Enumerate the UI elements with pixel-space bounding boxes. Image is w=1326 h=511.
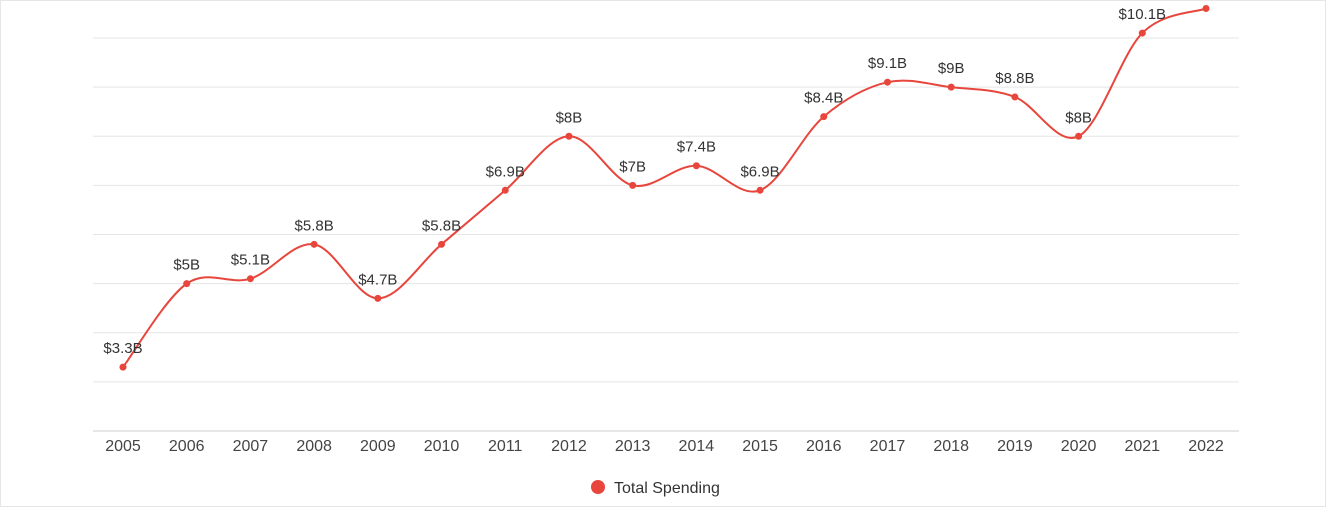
data-label: $5B — [173, 257, 200, 274]
data-label: $6.9B — [486, 163, 525, 180]
x-tick-label: 2010 — [424, 438, 460, 455]
x-tick-label: 2007 — [233, 438, 269, 455]
data-label: $6.9B — [740, 163, 779, 180]
legend-marker-icon — [591, 480, 605, 494]
data-labels: $3.3B $5B $5.1B $5.8B $4.7B $5.8B $6.9B $8B $7B $… — [103, 6, 1167, 357]
data-label: $7B — [619, 158, 646, 175]
x-tick-label: 2006 — [169, 438, 205, 455]
series-line-total-spending — [122, 7, 1207, 368]
x-tick-label: 2008 — [296, 438, 332, 455]
data-label: $10.1B — [1119, 6, 1167, 23]
data-point[interactable] — [119, 363, 127, 371]
data-label: $8.4B — [804, 90, 843, 107]
data-point[interactable] — [1202, 5, 1210, 13]
data-label: $9B — [938, 60, 965, 77]
data-label: $8B — [556, 109, 583, 126]
data-point[interactable] — [1075, 132, 1083, 140]
x-tick-label: 2005 — [105, 438, 141, 455]
data-point[interactable] — [438, 240, 446, 248]
data-point[interactable] — [246, 275, 254, 283]
data-point[interactable] — [756, 186, 764, 194]
x-tick-label: 2019 — [997, 438, 1033, 455]
x-tick-label: 2013 — [615, 438, 651, 455]
data-label: $5.8B — [295, 217, 334, 234]
data-label: $8.8B — [995, 70, 1034, 87]
legend-label: Total Spending — [614, 480, 720, 497]
x-tick-label: 2018 — [933, 438, 969, 455]
data-label: $5.8B — [422, 217, 461, 234]
data-point[interactable] — [565, 132, 573, 140]
grid-lines — [93, 37, 1239, 432]
legend[interactable]: Total Spending — [591, 480, 720, 497]
data-label: $4.7B — [358, 271, 397, 288]
data-point[interactable] — [629, 181, 637, 189]
x-tick-label: 2015 — [742, 438, 778, 455]
data-label: $8B — [1065, 109, 1092, 126]
data-point[interactable] — [183, 280, 191, 288]
x-tick-label: 2011 — [488, 438, 523, 455]
x-axis-tick-labels: 2005 2006 2007 2008 2009 2010 2011 2012 2013 2014… — [105, 438, 1224, 455]
data-point[interactable] — [501, 186, 509, 194]
x-tick-label: 2016 — [806, 438, 842, 455]
data-point[interactable] — [883, 78, 891, 86]
x-tick-label: 2017 — [870, 438, 906, 455]
data-label: $5.1B — [231, 252, 270, 269]
data-label: $3.3B — [103, 340, 142, 357]
x-tick-label: 2012 — [551, 438, 587, 455]
data-point[interactable] — [820, 113, 828, 121]
data-point[interactable] — [374, 294, 382, 302]
data-point[interactable] — [947, 83, 955, 91]
data-label: $9.1B — [868, 55, 907, 72]
x-tick-label: 2009 — [360, 438, 396, 455]
data-points — [119, 5, 1210, 371]
x-tick-label: 2021 — [1124, 438, 1160, 455]
x-tick-label: 2014 — [679, 438, 715, 455]
data-point[interactable] — [1138, 29, 1146, 37]
x-tick-label: 2022 — [1188, 438, 1224, 455]
data-label: $7.4B — [677, 139, 716, 156]
x-tick-label: 2020 — [1061, 438, 1097, 455]
data-point[interactable] — [310, 240, 318, 248]
data-point[interactable] — [692, 162, 700, 170]
data-point[interactable] — [1011, 93, 1019, 101]
